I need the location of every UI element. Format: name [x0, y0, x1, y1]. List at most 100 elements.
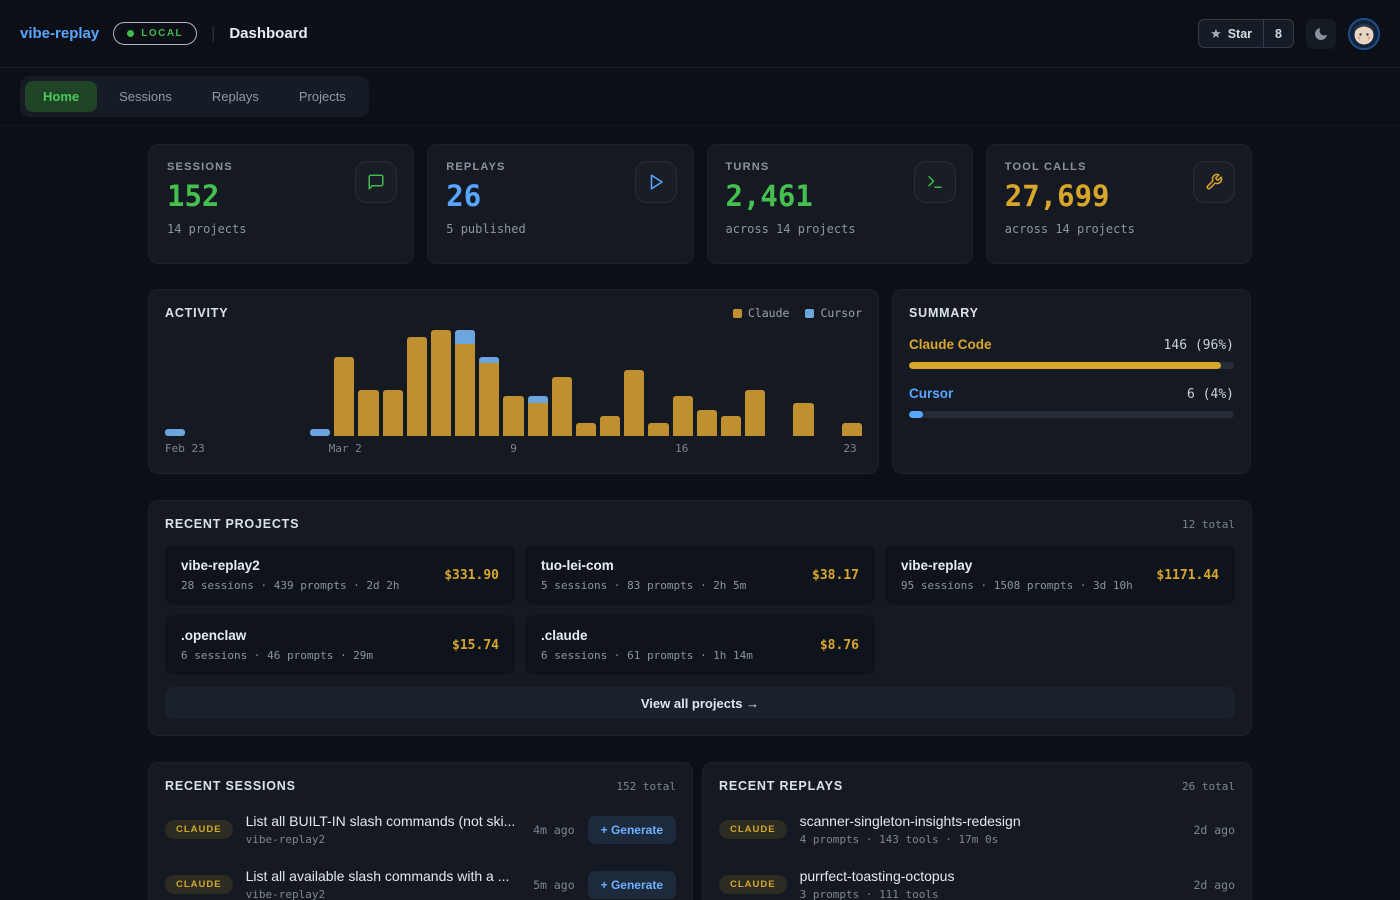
chart-x-axis: Feb 23 Mar 2 9 16 23 [165, 440, 862, 457]
tab-projects[interactable]: Projects [298, 89, 346, 104]
brand-logo[interactable]: vibe-replay [20, 25, 100, 42]
dark-mode-toggle[interactable] [1306, 18, 1336, 49]
stat-sub: across 14 projects [1004, 222, 1135, 236]
stat-card-sessions: SESSIONS 152 14 projects [148, 144, 415, 264]
x-axis-tick-label: 9 [510, 442, 517, 455]
chart-bar-mar-7 [455, 324, 476, 436]
claude-badge: CLAUDE [719, 820, 787, 839]
chart-bar-mar-16 [672, 324, 693, 436]
activity-panel: ACTIVITY Claude Cursor Feb 23 Mar 2 9 16 23 [148, 289, 879, 474]
star-count[interactable]: 8 [1263, 20, 1293, 47]
bar-segment-cursor [527, 396, 548, 403]
bar-segment-claude [455, 343, 476, 436]
chart-bar-mar-20 [769, 324, 789, 436]
chart-bar-mar-11 [551, 324, 572, 436]
chart-bar-feb-26 [238, 324, 258, 436]
legend-item-claude: Claude [732, 306, 789, 320]
bar-segment-claude [575, 422, 597, 436]
replay-row[interactable]: CLAUDE purrfect-toasting-octopus 3 promp… [719, 868, 1235, 900]
stat-label: TURNS [725, 161, 770, 173]
bar-segment-claude [527, 403, 548, 436]
claude-badge: CLAUDE [719, 875, 787, 894]
project-card-vibe-replay2[interactable]: vibe-replay2 28 sessions · 439 prompts ·… [165, 545, 515, 605]
view-all-projects-button[interactable]: View all projects → [165, 687, 1235, 719]
bar-segment-cursor [479, 356, 500, 364]
activity-title: ACTIVITY [165, 306, 229, 320]
wrench-icon [1206, 173, 1223, 190]
chart-bar-mar-6 [430, 324, 452, 436]
avatar-face-icon [1350, 19, 1378, 48]
star-icon: ★ [1210, 26, 1222, 41]
stat-sub: 5 published [446, 222, 526, 236]
progress-fill-claude [909, 362, 1221, 369]
project-card-vibe-replay[interactable]: vibe-replay 95 sessions · 1508 prompts ·… [885, 545, 1235, 605]
bar-segment-claude [841, 422, 862, 436]
timestamp: 2d ago [1193, 822, 1235, 837]
summary-row-cursor: Cursor 6 (4%) [909, 386, 1234, 418]
page-title: Dashboard [229, 25, 308, 42]
stat-sub: across 14 projects [725, 222, 856, 236]
recent-replays-panel: RECENT REPLAYS 26 total CLAUDE scanner-s… [702, 762, 1252, 900]
stat-icon-box [355, 161, 398, 203]
bar-segment-claude [551, 376, 572, 436]
timestamp: 5m ago [533, 877, 575, 892]
stat-icon-box [913, 161, 956, 203]
star-button[interactable]: ★ Star 8 [1198, 19, 1294, 48]
tab-sessions[interactable]: Sessions [119, 89, 172, 104]
project-cost: $331.90 [444, 567, 499, 583]
bar-segment-claude [600, 416, 621, 436]
chart-bar-mar-15 [648, 324, 669, 436]
session-row[interactable]: CLAUDE List all available slash commands… [165, 868, 676, 900]
legend-item-cursor: Cursor [805, 306, 862, 320]
timestamp: 4m ago [533, 822, 575, 837]
project-card-tuo-lei-com[interactable]: tuo-lei-com 5 sessions · 83 prompts · 2h… [525, 545, 875, 605]
bar-segment-claude [334, 356, 355, 436]
chart-bar-mar-3 [358, 324, 379, 436]
chart-bar-mar-14 [624, 324, 645, 436]
summary-row-claude: Claude Code 146 (96%) [909, 337, 1234, 369]
bar-segment-claude [503, 396, 524, 436]
chart-bar-mar-12 [575, 324, 597, 436]
project-card-openclaw[interactable]: .openclaw 6 sessions · 46 prompts · 29m … [165, 615, 515, 675]
status-dot-icon [127, 30, 135, 37]
bar-segment-cursor [310, 429, 331, 436]
avatar[interactable] [1348, 17, 1380, 50]
x-axis-tick-label: 16 [675, 442, 689, 455]
legend-swatch-cursor [805, 308, 815, 318]
recent-projects-title: RECENT PROJECTS [165, 517, 300, 531]
activity-bar-chart: Feb 23 Mar 2 9 16 23 [165, 324, 862, 457]
recent-sessions-panel: RECENT SESSIONS 152 total CLAUDE List al… [148, 762, 693, 900]
tab-replays[interactable]: Replays [211, 89, 259, 104]
terminal-icon [928, 176, 942, 188]
recent-sessions-title: RECENT SESSIONS [165, 779, 296, 793]
stat-value: 27,699 [1004, 179, 1110, 213]
bar-segment-claude [358, 389, 379, 436]
chart-bar-feb-25 [213, 324, 233, 436]
progress-fill-cursor [909, 411, 923, 418]
x-axis-tick-label: Mar 2 [328, 442, 362, 455]
session-row[interactable]: CLAUDE List all BUILT-IN slash commands … [165, 813, 676, 846]
project-card-claude[interactable]: .claude 6 sessions · 61 prompts · 1h 14m… [525, 615, 875, 675]
generate-button[interactable]: + Generate [587, 815, 676, 844]
generate-button[interactable]: + Generate [587, 870, 676, 899]
bar-segment-claude [430, 330, 452, 436]
replay-row[interactable]: CLAUDE scanner-singleton-insights-redesi… [719, 813, 1235, 846]
nav-bar: Home Sessions Replays Projects [0, 68, 1400, 126]
star-button-label: Star [1227, 26, 1253, 41]
replays-total: 26 total [1182, 779, 1235, 793]
tab-home[interactable]: Home [25, 81, 98, 112]
stat-label: TOOL CALLS [1004, 161, 1087, 173]
nav-tabs: Home Sessions Replays Projects [20, 76, 369, 117]
chart-bar-feb-28 [286, 324, 306, 436]
chart-bar-mar-9 [503, 324, 524, 436]
stat-icon-box [634, 161, 677, 203]
chart-bar-mar-8 [479, 324, 500, 436]
progress-track [909, 411, 1234, 418]
legend-swatch-claude [732, 308, 742, 318]
chart-bar-mar-10 [527, 324, 548, 436]
stat-sub: 14 projects [167, 222, 247, 236]
recent-projects-panel: RECENT PROJECTS 12 total vibe-replay2 28… [148, 500, 1252, 736]
project-cost: $15.74 [452, 637, 499, 653]
x-axis-tick-label: 23 [843, 442, 857, 455]
bar-segment-claude [624, 370, 645, 436]
